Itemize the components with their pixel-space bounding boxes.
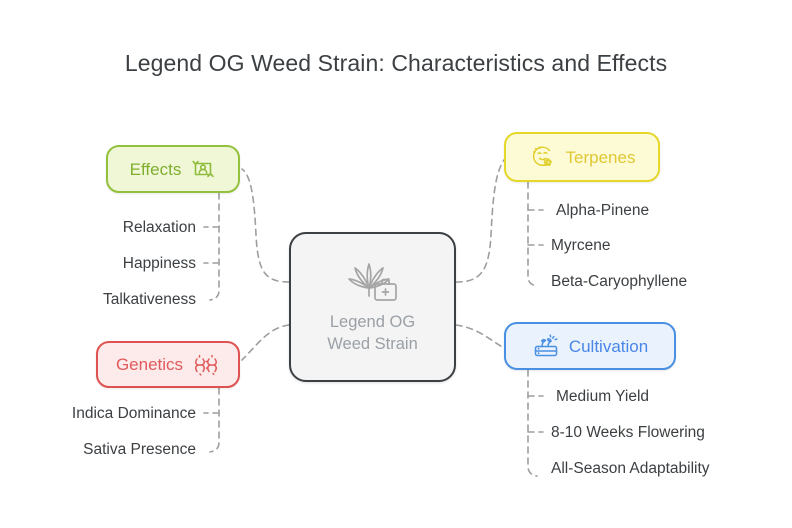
branch-node-cultivation[interactable]: Cultivation <box>504 322 676 370</box>
connector-genetics-spine <box>209 387 220 453</box>
cannabis-leaf-medical-kit-icon <box>345 258 401 304</box>
leaf-terpenes-2: Myrcene <box>551 237 611 254</box>
planting-bed-icon <box>532 332 560 360</box>
center-node[interactable]: Legend OG Weed Strain <box>289 232 456 382</box>
leaf-terpenes-3: Beta-Caryophyllene <box>551 273 688 290</box>
connector-terpenes-spine <box>527 181 538 287</box>
connector-center-effects <box>241 168 290 283</box>
leaf-terpenes-1: Alpha-Pinene <box>556 202 650 219</box>
connector-center-genetics <box>241 324 290 361</box>
chromosome-icon <box>192 352 220 378</box>
center-node-label: Legend OG Weed Strain <box>327 312 418 356</box>
user-rotate-icon <box>190 156 216 182</box>
leaf-cultivation-2: 8-10 Weeks Flowering <box>551 424 705 441</box>
connector-center-terpenes <box>455 159 505 283</box>
branch-label-genetics: Genetics <box>115 355 184 374</box>
leaf-genetics-2: Sativa Presence <box>83 441 196 458</box>
leaf-genetics-1: Indica Dominance <box>71 405 196 422</box>
leaf-cultivation-3: All-Season Adaptability <box>551 460 710 477</box>
branch-label-cultivation: Cultivation <box>568 336 649 356</box>
center-node-line2: Weed Strain <box>327 335 418 353</box>
branch-node-genetics[interactable]: Genetics <box>96 341 240 388</box>
leaf-effects-1: Relaxation <box>122 219 196 236</box>
connector-center-cultivation <box>455 324 505 349</box>
leaf-cultivation-1: Medium Yield <box>556 388 650 405</box>
center-node-line1: Legend OG <box>329 313 416 332</box>
branch-label-terpenes: Terpenes <box>565 147 636 167</box>
face-smelling-flower-icon <box>529 143 557 171</box>
leaf-effects-2: Happiness <box>122 255 196 272</box>
page-title: Legend OG Weed Strain: Characteristics a… <box>124 50 668 76</box>
branch-node-effects[interactable]: Effects <box>106 145 240 193</box>
branch-label-effects: Effects <box>129 159 182 179</box>
leaf-effects-3: Talkativeness <box>102 291 196 308</box>
connector-effects-spine <box>209 192 220 301</box>
connector-cultivation-spine <box>527 369 538 477</box>
branch-node-terpenes[interactable]: Terpenes <box>504 132 660 182</box>
